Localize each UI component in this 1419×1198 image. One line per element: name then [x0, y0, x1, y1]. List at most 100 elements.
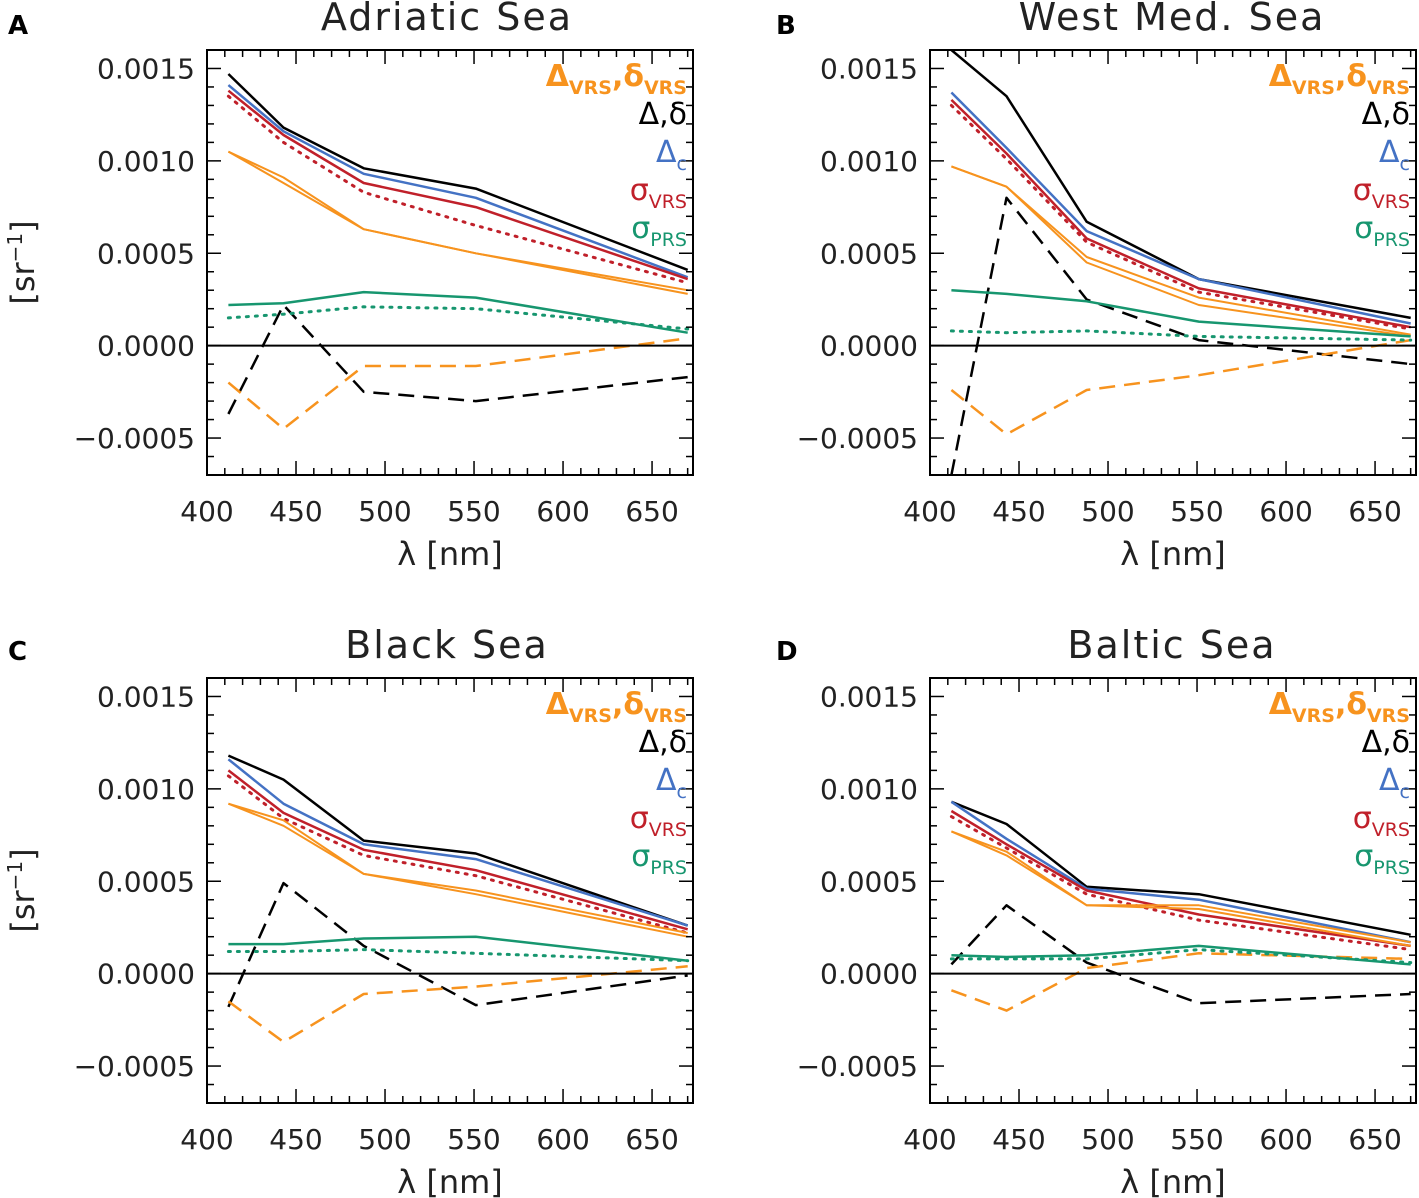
- series-line: [951, 288, 1411, 338]
- legend-symbol: Δ,δ: [1362, 97, 1410, 132]
- y-tick-label: 0.0010: [97, 773, 195, 806]
- series-line: [951, 165, 1411, 338]
- legend-entry: Δc: [1379, 135, 1410, 175]
- series-group: [226, 73, 690, 431]
- series-line: [950, 800, 1411, 944]
- legend-symbol: Δ,δ: [639, 97, 687, 132]
- legend-subscript: PRS: [1373, 229, 1410, 251]
- series-line: [951, 830, 1411, 947]
- series-group: [226, 754, 690, 1044]
- legend-symbol: Δ: [656, 763, 677, 798]
- series-line: [228, 802, 688, 938]
- legend-symbol: σ: [630, 801, 649, 836]
- series-line: [950, 338, 1411, 436]
- legend-entry: ΔVRS,δVRS: [1269, 59, 1410, 99]
- series-line: [227, 303, 688, 415]
- legend-entry: σPRS: [1354, 839, 1410, 879]
- x-tick-label: 650: [625, 1123, 678, 1156]
- legend-entry: σVRS: [1353, 801, 1410, 841]
- series-line: [949, 815, 1413, 952]
- series-line: [949, 329, 1413, 342]
- panel-b: B West Med. Sea 400 450 500 550 600 650 −0.0005 0…: [776, 0, 1417, 573]
- legend-subscript: VRS: [1292, 705, 1335, 727]
- series-line: [951, 944, 1411, 966]
- x-tick-label: 600: [536, 1123, 589, 1156]
- panel-title: West Med. Sea: [1019, 0, 1326, 39]
- legend-subscript: c: [677, 153, 687, 175]
- legend-subscript: VRS: [649, 191, 687, 213]
- legend-symbol: σ: [631, 211, 650, 246]
- y-axis-label-exponent: −1: [3, 233, 27, 262]
- legend-separator: ,: [612, 687, 623, 722]
- panel-letter: C: [8, 637, 27, 667]
- x-tick-label: 450: [269, 1123, 322, 1156]
- y-tick-label: −0.0005: [797, 422, 918, 455]
- panel-title: Black Sea: [345, 623, 549, 667]
- legend-symbol: Δ: [656, 135, 677, 170]
- series-line: [950, 99, 1411, 329]
- legend-entry: σPRS: [631, 211, 687, 251]
- legend-symbol: σ: [1353, 801, 1372, 836]
- legend-subscript: VRS: [1372, 191, 1410, 213]
- legend-symbol: Δ: [1269, 687, 1293, 722]
- x-tick-label: 450: [992, 1123, 1045, 1156]
- legend-entry: σPRS: [631, 839, 687, 879]
- series-line: [950, 952, 1411, 1012]
- x-tick-label: 450: [269, 495, 322, 528]
- panel-letter: A: [8, 11, 28, 41]
- legend-subscript: c: [677, 781, 687, 803]
- plot-frame: [206, 677, 694, 1104]
- x-tick-label: 550: [1170, 495, 1223, 528]
- legend-entry: ΔVRS,δVRS: [546, 59, 687, 99]
- legend-entry: ΔVRS,δVRS: [1269, 687, 1410, 727]
- x-tick-label: 500: [1081, 495, 1134, 528]
- y-tick-label: 0.0005: [97, 237, 195, 270]
- legend-symbol: δ: [1346, 59, 1367, 94]
- x-tick-label: 550: [447, 1123, 500, 1156]
- legend-symbol: Δ: [546, 687, 570, 722]
- y-tick-label: 0.0000: [820, 958, 918, 991]
- panel-c: C Black Sea 400 450 500 550 600 650 −0.0005 0.000…: [3, 623, 694, 1198]
- x-tick-label: 600: [1259, 495, 1312, 528]
- series-line: [227, 758, 689, 927]
- y-tick-label: 0.0005: [820, 865, 918, 898]
- legend-entry: σVRS: [630, 801, 687, 841]
- legend-subscript: VRS: [1367, 705, 1410, 727]
- legend-entry: ΔVRS,δVRS: [546, 687, 687, 727]
- series-line: [228, 290, 688, 334]
- legend-symbol: Δ: [1379, 763, 1400, 798]
- legend-entry: σVRS: [630, 173, 687, 213]
- series-line: [226, 94, 690, 285]
- series-line: [950, 904, 1411, 1005]
- series-line: [950, 809, 1411, 948]
- series-line: [227, 754, 689, 927]
- legend-symbol: Δ: [546, 59, 570, 94]
- legend-entry: Δ,δ: [639, 97, 687, 132]
- series-line: [227, 881, 688, 1008]
- plot-frame: [206, 49, 694, 476]
- legend-symbol: δ: [1346, 687, 1367, 722]
- legend-symbol: δ: [623, 687, 644, 722]
- series-line: [228, 802, 688, 934]
- y-tick-label: −0.0005: [74, 422, 195, 455]
- series-line: [950, 91, 1411, 325]
- legend-symbol: Δ: [1379, 135, 1400, 170]
- x-tick-label: 600: [536, 495, 589, 528]
- x-axis-label: λ [nm]: [397, 1163, 503, 1198]
- legend-subscript: c: [1400, 781, 1410, 803]
- y-tick-label: 0.0000: [820, 330, 918, 363]
- legend-subscript: VRS: [644, 705, 687, 727]
- y-tick-label: 0.0010: [820, 773, 918, 806]
- panel-a: A Adriatic Sea 400 450 500 550 600 650 −0.0005 0.…: [3, 0, 694, 573]
- y-tick-label: 0.0015: [97, 52, 195, 85]
- legend-entry: Δc: [1379, 763, 1410, 803]
- x-tick-label: 400: [180, 1123, 233, 1156]
- legend-symbol: σ: [1353, 173, 1372, 208]
- x-tick-label: 400: [903, 1123, 956, 1156]
- legend-symbol: δ: [623, 59, 644, 94]
- legend-subscript: VRS: [649, 819, 687, 841]
- panel-title: Baltic Sea: [1067, 623, 1276, 667]
- series-line: [950, 800, 1411, 937]
